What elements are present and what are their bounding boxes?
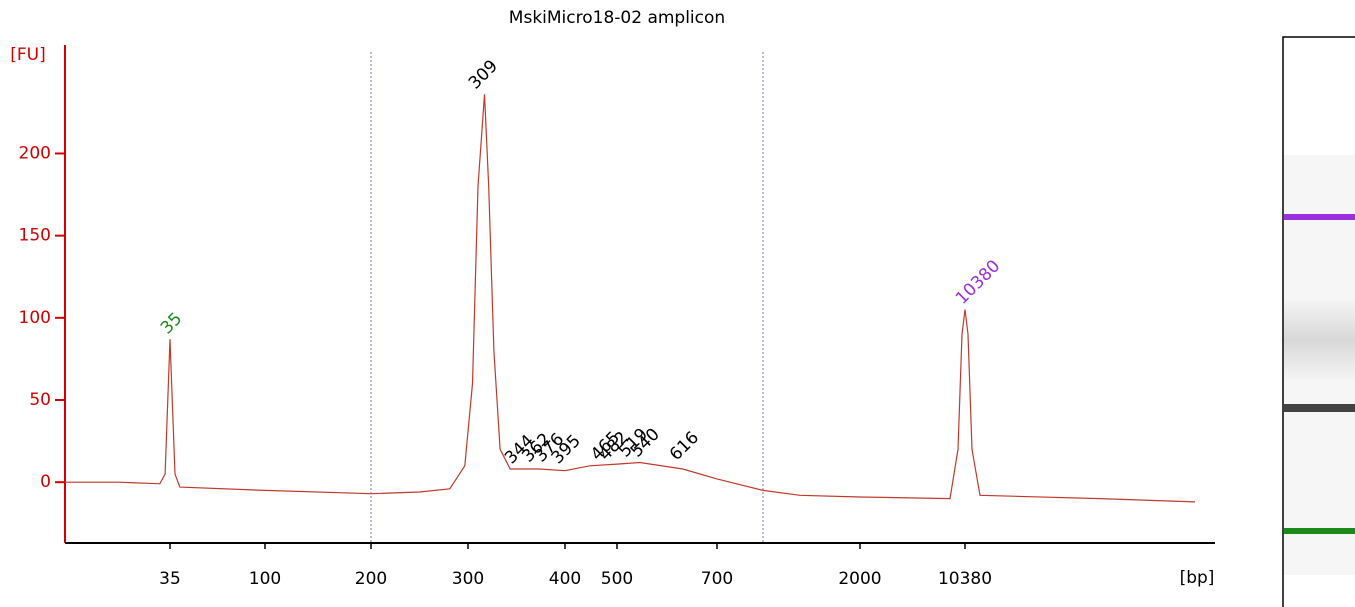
- peak-label: 616: [666, 428, 703, 465]
- y-tick-label: 0: [40, 472, 51, 492]
- gel-lane: [1282, 36, 1355, 607]
- y-axis-label: [FU]: [10, 45, 46, 65]
- gel-smear: [1284, 300, 1355, 380]
- y-tick-label: 50: [29, 390, 51, 410]
- peak-label: 35: [157, 309, 186, 338]
- trace: [65, 94, 1196, 503]
- x-tick-label: 10380: [938, 569, 992, 589]
- x-tick-label: 700: [701, 569, 733, 589]
- y-tick-label: 100: [19, 308, 51, 328]
- peak-label: 10380: [952, 256, 1004, 308]
- peak-label: 309: [465, 56, 502, 93]
- x-tick-label: 100: [249, 569, 281, 589]
- y-tick-label: 150: [19, 226, 51, 246]
- x-tick-label: 35: [159, 569, 181, 589]
- x-tick-label: 400: [549, 569, 581, 589]
- x-tick-label: 500: [601, 569, 633, 589]
- y-tick-label: 200: [19, 143, 51, 163]
- gel-band-upper-marker: [1284, 214, 1355, 220]
- gel-band-lower-marker: [1284, 528, 1355, 534]
- x-tick-label: 300: [452, 569, 484, 589]
- x-axis-label: [bp]: [1180, 568, 1215, 588]
- x-tick-label: 2000: [838, 569, 881, 589]
- gel-band-main: [1284, 404, 1355, 412]
- chart-title: MskiMicro18-02 amplicon: [509, 8, 725, 28]
- x-tick-label: 200: [355, 569, 387, 589]
